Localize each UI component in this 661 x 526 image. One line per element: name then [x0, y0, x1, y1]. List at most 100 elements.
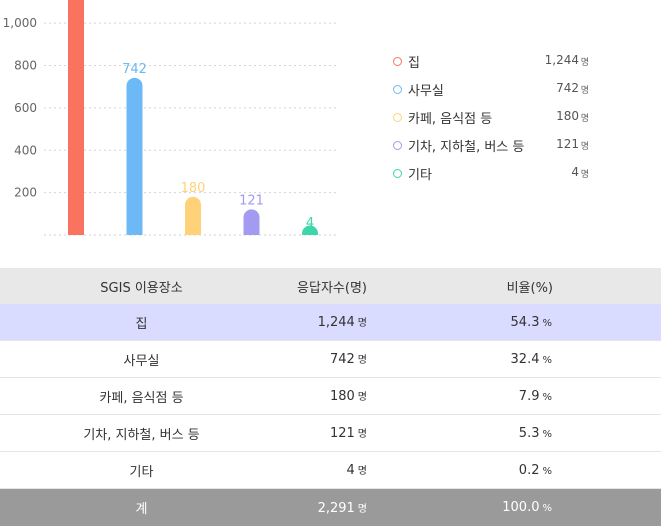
total-ratio-unit: %: [542, 503, 552, 514]
count-unit: 명: [358, 466, 367, 477]
cell-ratio: 54.3%: [368, 304, 553, 341]
chart-bars: [68, 0, 318, 235]
total-count-unit: 명: [358, 504, 367, 515]
legend-unit: 명: [581, 167, 589, 180]
bar-value-label: 121: [239, 193, 264, 208]
bar: [185, 197, 201, 235]
cell-total-label: 계: [0, 489, 283, 526]
ratio-unit: %: [542, 318, 552, 329]
cell-ratio: 0.2%: [368, 452, 553, 489]
legend-item-home[interactable]: 집 1,244 명: [393, 50, 589, 78]
ratio-unit: %: [542, 392, 552, 403]
count-unit: 명: [358, 392, 367, 403]
bar: [68, 0, 84, 235]
ratio-unit: %: [542, 355, 552, 366]
legend-value: 4: [571, 165, 579, 179]
legend-dot-icon: [393, 141, 402, 150]
count-unit: 명: [358, 355, 367, 366]
cell-spacer: [553, 489, 661, 526]
legend-dot-icon: [393, 57, 402, 66]
bar: [244, 209, 260, 235]
legend-dot-icon: [393, 169, 402, 178]
legend-value: 742: [556, 81, 579, 95]
legend-value: 180: [556, 109, 579, 123]
header-place: SGIS 이용장소: [0, 268, 283, 304]
cell-ratio: 7.9%: [368, 378, 553, 415]
y-tick-label: 800: [14, 59, 37, 73]
count-value: 742: [330, 352, 355, 367]
cell-spacer: [553, 304, 661, 341]
cell-place: 카페, 음식점 등: [0, 378, 283, 415]
count-unit: 명: [358, 318, 367, 329]
y-tick-label: 1,000: [3, 16, 37, 30]
ratio-value: 7.9: [519, 389, 540, 404]
ratio-value: 5.3: [519, 426, 540, 441]
legend-value: 121: [556, 137, 579, 151]
cell-place: 기차, 지하철, 버스 등: [0, 415, 283, 452]
total-count-value: 2,291: [318, 501, 355, 516]
legend-label: 기차, 지하철, 버스 등: [408, 136, 524, 155]
cell-total-ratio: 100.0%: [368, 489, 553, 526]
data-labels: 1,2447421801214: [57, 0, 314, 231]
count-unit: 명: [358, 429, 367, 440]
legend-label: 기타: [408, 164, 432, 183]
legend-item-other[interactable]: 기타 4 명: [393, 162, 589, 190]
header-ratio: 비율(%): [368, 268, 553, 304]
ratio-unit: %: [542, 466, 552, 477]
legend-label: 집: [408, 52, 420, 71]
y-tick-label: 600: [14, 101, 37, 115]
y-tick-label: 400: [14, 143, 37, 157]
ratio-value: 32.4: [511, 352, 540, 367]
bar: [127, 78, 143, 235]
legend-unit: 명: [581, 139, 589, 152]
cell-spacer: [553, 378, 661, 415]
cell-spacer: [553, 415, 661, 452]
ratio-value: 54.3: [511, 315, 540, 330]
count-value: 180: [330, 389, 355, 404]
legend-item-transit[interactable]: 기차, 지하철, 버스 등 121 명: [393, 134, 589, 162]
legend-unit: 명: [581, 111, 589, 124]
table-header-row: SGIS 이용장소 응답자수(명) 비율(%): [0, 268, 661, 304]
legend-unit: 명: [581, 83, 589, 96]
ratio-value: 0.2: [519, 463, 540, 478]
legend-label: 사무실: [408, 80, 444, 99]
legend-item-office[interactable]: 사무실 742 명: [393, 78, 589, 106]
count-value: 121: [330, 426, 355, 441]
legend-unit: 명: [581, 55, 589, 68]
legend-value: 1,244: [545, 53, 579, 67]
total-ratio-value: 100.0: [502, 500, 539, 515]
y-tick-label: 200: [14, 186, 37, 200]
cell-place: 사무실: [0, 341, 283, 378]
header-spacer: [553, 268, 661, 304]
bar-value-label: 180: [181, 181, 206, 196]
cell-spacer: [553, 452, 661, 489]
count-value: 1,244: [318, 315, 355, 330]
bar-value-label: 742: [122, 62, 147, 77]
count-value: 4: [347, 463, 355, 478]
legend-dot-icon: [393, 85, 402, 94]
chart-legend: 집 1,244 명 사무실 742 명 카페, 음식점 등 180 명 기차, …: [393, 50, 589, 190]
legend-label: 카페, 음식점 등: [408, 108, 492, 127]
legend-item-cafe[interactable]: 카페, 음식점 등 180 명: [393, 106, 589, 134]
y-axis: 200 400 600 800 1,000: [3, 16, 37, 199]
ratio-unit: %: [542, 429, 552, 440]
cell-place: 기타: [0, 452, 283, 489]
cell-ratio: 5.3%: [368, 415, 553, 452]
bar-value-label: 4: [306, 216, 314, 231]
cell-place: 집: [0, 304, 283, 341]
cell-spacer: [553, 341, 661, 378]
